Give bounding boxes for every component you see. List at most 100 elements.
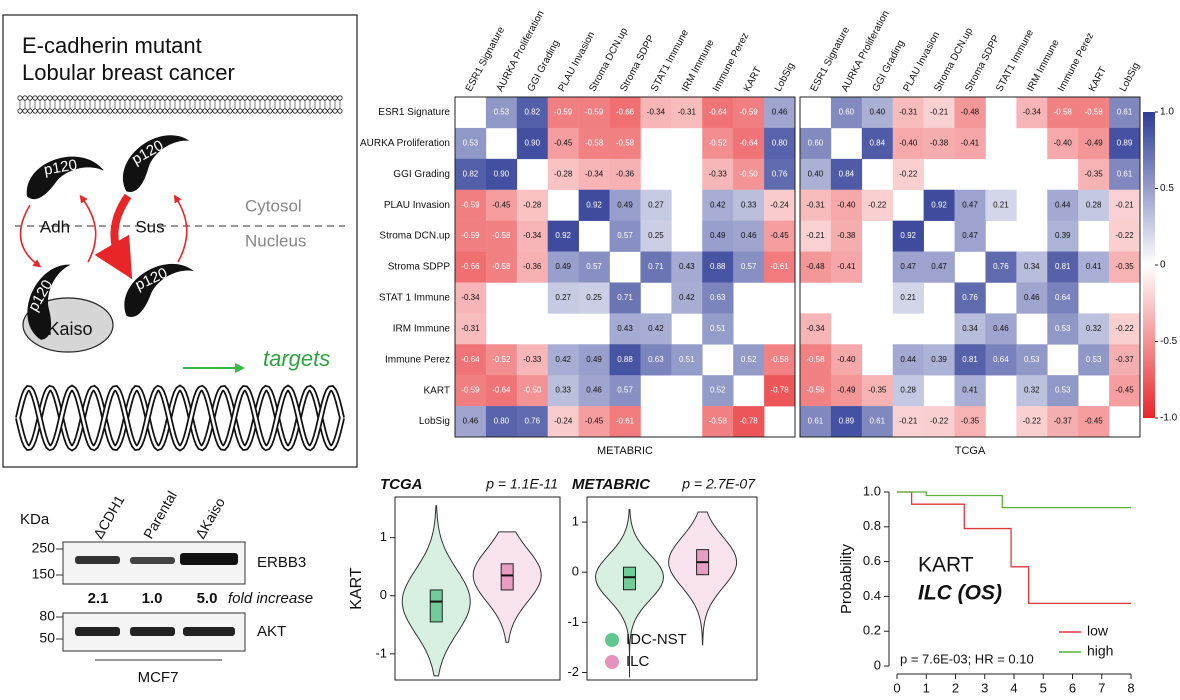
heatmap-cell [733,189,765,221]
lipid-head [207,108,213,114]
lipid-head [257,95,263,101]
cell-label: -0.50 [523,386,542,395]
heatmap-cell [1047,313,1079,345]
lipid-head [292,108,298,114]
cell-label: 0.43 [679,262,695,271]
lipid-head [67,95,73,101]
cell-label: 0.84 [839,169,855,178]
cell-label: -0.45 [554,138,573,147]
cell-label: 0.81 [962,355,978,364]
cell-label: -0.40 [837,200,856,209]
heatmap-cell [485,344,518,376]
blot-panel: KDa ΔCDH1 Parental ΔKaiso 250 150 80 50 … [20,488,313,686]
y-tick-label: 0 [572,564,579,579]
cell-label: 0.51 [710,324,726,333]
lipid-head [312,108,318,114]
heatmap-cell [1078,97,1110,129]
cell-label: 0.92 [931,200,947,209]
heatmap-cell [985,344,1017,376]
heatmap-cell [923,251,955,283]
lipid-head [262,108,268,114]
cell-label: -0.58 [492,262,511,271]
p120-protein: p120 [26,156,104,200]
heatmap-cell [640,344,672,376]
lipid-head [102,95,108,101]
heatmap-cell [800,158,832,191]
lipid-head [122,108,128,114]
cell-label: 0.42 [679,293,695,302]
lipid-head [182,108,188,114]
cell-label: -0.37 [1054,417,1073,426]
heatmap-cell [455,251,487,283]
lipid-head [232,108,238,114]
cell-label: -0.58 [806,355,825,364]
heatmap-cell [547,158,579,191]
marker-label: 50 [39,630,55,646]
cell-label: -0.59 [585,108,604,117]
heatmap-cell [702,375,734,407]
lipid-head [272,108,278,114]
lipid-head [27,108,33,114]
cell-label: -0.78 [770,386,789,395]
cell-label: -0.52 [709,138,728,147]
cell-label: -0.28 [554,169,573,178]
lipid-head [292,95,298,101]
heatmap-cell [954,189,986,221]
cell-label: 0.32 [1086,324,1102,333]
cell-label: 0.53 [463,138,479,147]
cell-label: 0.80 [494,417,510,426]
cell-label: 0.33 [741,200,757,209]
lipid-head [107,108,113,114]
row-label: AURKA Proliferation [360,138,450,149]
heatmap-cell [702,158,734,191]
colorbar-label: 1.0 [1160,107,1174,118]
cell-label: 0.60 [808,138,824,147]
heatmap-cell [547,251,579,283]
cell-label: -0.58 [585,138,604,147]
cell-label: 0.21 [993,200,1009,209]
cell-label: 0.21 [900,293,916,302]
cell-label: 0.44 [900,355,916,364]
cell-label: 0.28 [900,386,916,395]
heatmap-cell [516,220,549,252]
y-tick-label: -1 [567,614,579,629]
heatmap-cell [764,344,796,376]
x-tick-label: 8 [1127,680,1134,695]
lipid-head [92,108,98,114]
arrow [79,194,97,263]
lipid-head [82,95,88,101]
cytosol-label: Cytosol [245,196,302,215]
heatmap-cell [892,251,924,283]
lipid-head [252,108,258,114]
kaiso-label: Kaiso [47,319,92,339]
cell-label: 0.57 [586,262,602,271]
lipid-head [202,95,208,101]
cell-label: -0.58 [709,417,728,426]
lipid-head [142,95,148,101]
cell-label: 0.41 [1086,262,1102,271]
row-label: KART [424,385,451,396]
lipid-head [57,108,63,114]
lipid-head [127,108,133,114]
cell-label: 0.90 [494,169,510,178]
lane-label: ΔKaiso [192,495,228,542]
cell-label: -0.36 [523,262,542,271]
cell-label: 0.40 [869,108,885,117]
cell-label: -0.59 [461,386,480,395]
heatmap-cell [455,189,487,221]
cell-label: 0.46 [1024,293,1040,302]
heatmap-cell [954,282,986,314]
heatmap-cell [892,344,924,376]
band [183,627,235,636]
lipid-head [222,95,228,101]
heatmap-cell [830,375,863,407]
cell-label: 0.47 [962,231,978,240]
heatmap-cell [1109,189,1141,221]
lipid-head [162,108,168,114]
heatmap-cell [516,375,549,407]
heatmap-cell [516,251,549,283]
band [130,627,175,636]
lipid-head [247,95,253,101]
heatmap-cell [609,158,641,191]
